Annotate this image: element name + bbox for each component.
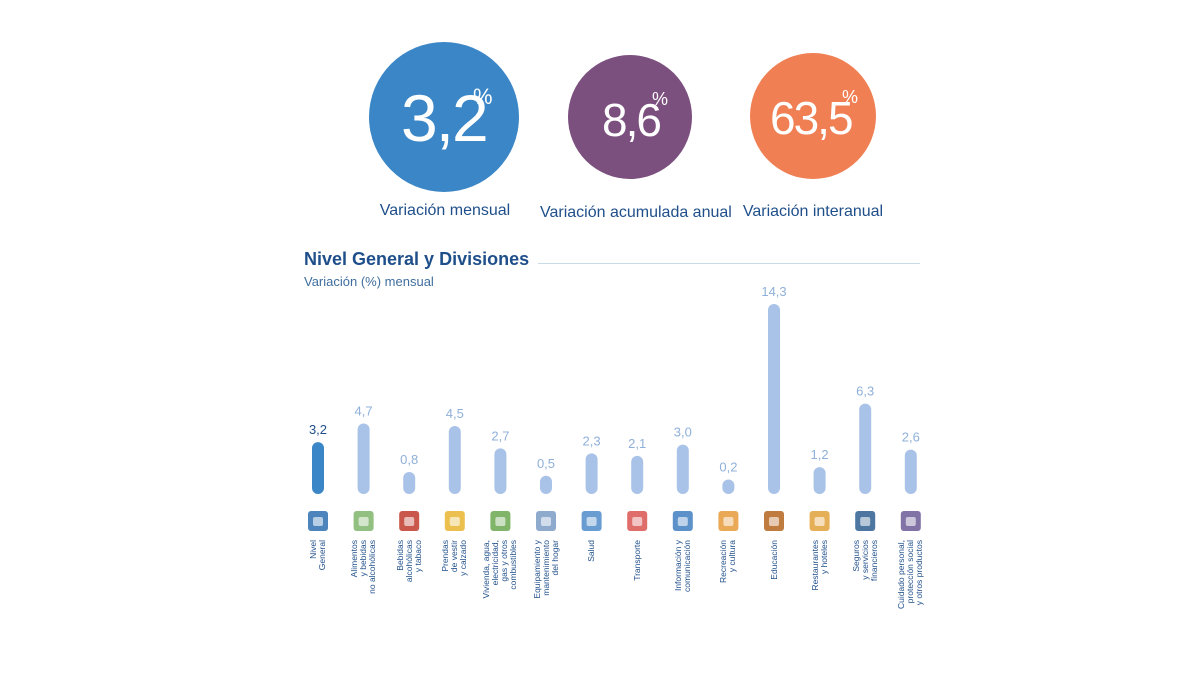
jacket-icon [444,511,465,531]
bottle-icon [399,511,420,531]
bar-value-label: 2,1 [628,436,646,451]
bar [631,455,644,494]
year-over-year-unit: % [842,87,859,107]
car-plane-icon [627,511,648,531]
bar-value-label: 3,0 [674,425,692,440]
tickets-icon [718,511,739,531]
category-label: Nivel General [308,540,327,571]
house-icon [490,511,511,531]
annual-cumulative-label: Variación acumulada anual [540,204,732,221]
bar-value-label: 4,7 [355,403,373,418]
chart-subtitle: Variación (%) mensual [304,274,434,289]
bar [904,449,917,494]
computer-icon [672,511,693,531]
bar [357,423,370,494]
bar-value-label: 14,3 [761,284,786,299]
annual-cumulative-circle: 8,6 % [568,55,692,179]
annual-cumulative-unit: % [652,89,669,109]
year-over-year-label: Variación interanual [742,203,884,220]
category-label: Transporte [631,540,642,581]
bar [312,442,324,494]
category-label: Vivienda, agua, electricidad, gas y otro… [481,540,519,599]
category-label: Restaurantes y hoteles [809,540,829,591]
cloche-icon [809,511,830,531]
bar-value-label: 0,2 [719,460,737,475]
bar [722,479,735,494]
category-label: Información y comunicación [672,540,692,592]
bar-value-label: 4,5 [446,406,464,421]
category-label: Recreación y cultura [718,540,738,583]
monthly-variation-label: Variación mensual [379,202,511,219]
doctor-icon [581,511,602,531]
category-label: Prendas de vestir y calzado [440,540,469,576]
bar [403,472,416,494]
category-label: Salud [586,540,597,562]
monthly-variation-unit: % [473,84,493,109]
school-icon [764,511,784,531]
bar [448,425,461,494]
bar-value-label: 6,3 [856,384,874,399]
bar-value-label: 2,7 [491,428,509,443]
bar [768,304,780,494]
bar-value-label: 1,2 [811,447,829,462]
category-label: Alimentos y bebidas no alcohólicas [349,540,378,594]
year-over-year-circle: 63,5 % [750,53,876,179]
category-label: Equipamiento y mantenimiento del hogar [531,540,560,599]
bar-value-label: 0,5 [537,456,555,471]
bar [585,453,598,494]
category-label: Bebidas alcohólicas y tabaco [394,540,423,583]
cosmetics-icon [900,511,921,531]
bar [676,444,689,494]
food-icon [353,511,374,531]
monthly-variation-circle: 3,2 % [369,42,519,192]
bar [813,467,826,494]
bar [494,448,507,494]
bar-value-label: 2,3 [583,433,601,448]
chart-icon [308,511,328,531]
year-over-year-value: 63,5 [770,92,854,144]
bar [540,475,552,494]
bank-icon [855,511,876,531]
title-divider [538,263,920,264]
washer-icon [536,511,556,531]
monthly-variation-value: 3,2 [401,81,489,155]
category-label: Cuidado personal, protección social y ot… [896,540,925,609]
bar-value-label: 0,8 [400,452,418,467]
category-label: Educación [768,540,779,580]
annual-cumulative-value: 8,6 [602,94,662,146]
category-label: Seguros y servicios financieros [850,540,879,582]
bar-value-label: 3,2 [309,422,327,437]
bar [859,403,872,494]
bar-value-label: 2,6 [902,430,920,445]
chart-title: Nivel General y Divisiones [304,249,530,269]
